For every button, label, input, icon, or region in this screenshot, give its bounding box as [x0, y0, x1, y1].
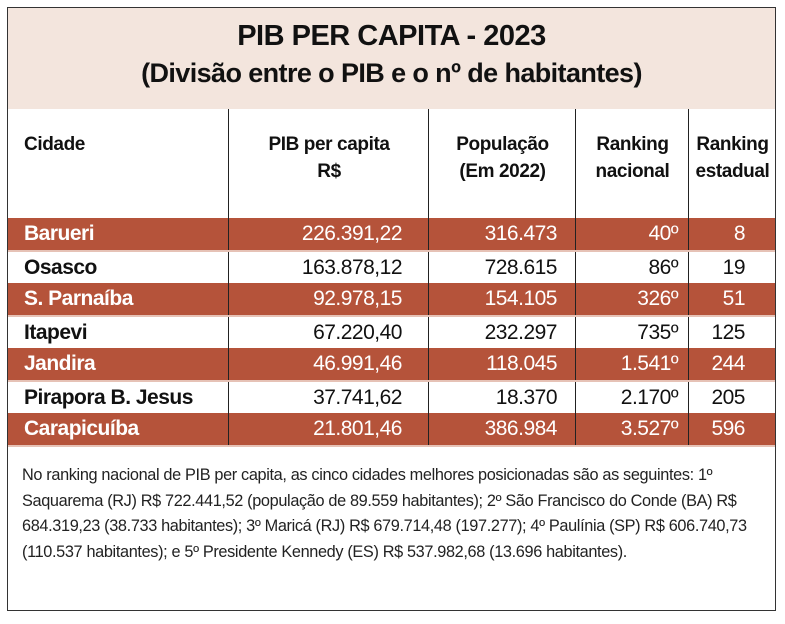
cell-estadual: 125 [688, 315, 775, 348]
pib-table: Cidade PIB per capita R$ População (Em 202… [8, 109, 775, 447]
cell-nacional: 3.527º [575, 413, 689, 447]
cell-populacao: 232.297 [428, 315, 576, 348]
infographic-frame: PIB PER CAPITA - 2023 (Divisão entre o P… [7, 7, 776, 611]
cell-pib: 67.220,40 [228, 315, 429, 348]
table-row: Carapicuíba 21.801,46 386.984 3.527º 596 [8, 413, 775, 447]
cell-populacao: 154.105 [428, 283, 576, 317]
cell-populacao: 386.984 [428, 413, 576, 447]
table-row: Jandira 46.991,46 118.045 1.541º 244 [8, 348, 775, 382]
table-row: Barueri 226.391,22 316.473 40º 8 [8, 218, 775, 252]
cell-cidade: Carapicuíba [8, 413, 229, 447]
cell-pib: 21.801,46 [228, 413, 429, 447]
cell-populacao: 316.473 [428, 218, 576, 252]
table-header-row: Cidade PIB per capita R$ População (Em 202… [8, 109, 775, 218]
table-row: Pirapora B. Jesus 37.741,62 18.370 2.170º 20… [8, 380, 775, 413]
table-row: Osasco 163.878,12 728.615 86º 19 [8, 250, 775, 283]
cell-cidade: Barueri [8, 218, 229, 252]
cell-cidade: Jandira [8, 348, 229, 382]
column-header-pib: PIB per capita R$ [228, 109, 429, 218]
cell-pib: 37.741,62 [228, 380, 429, 413]
cell-cidade: Itapevi [8, 315, 229, 348]
table-row: S. Parnaíba 92.978,15 154.105 326º 51 [8, 283, 775, 317]
cell-cidade: Osasco [8, 250, 229, 283]
cell-nacional: 86º [575, 250, 689, 283]
column-header-populacao: População (Em 2022) [428, 109, 576, 218]
cell-populacao: 728.615 [428, 250, 576, 283]
cell-estadual: 596 [688, 413, 775, 447]
cell-cidade: S. Parnaíba [8, 283, 229, 317]
cell-estadual: 51 [688, 283, 775, 317]
column-header-cidade: Cidade [24, 134, 85, 155]
cell-populacao: 118.045 [428, 348, 576, 382]
column-header-ranking-nacional: Ranking nacional [575, 109, 689, 218]
cell-estadual: 244 [688, 348, 775, 382]
cell-pib: 163.878,12 [228, 250, 429, 283]
cell-nacional: 2.170º [575, 380, 689, 413]
cell-pib: 92.978,15 [228, 283, 429, 317]
cell-estadual: 19 [688, 250, 775, 283]
cell-pib: 46.991,46 [228, 348, 429, 382]
cell-nacional: 40º [575, 218, 689, 252]
column-header-ranking-estadual: Ranking estadual [688, 109, 775, 218]
cell-cidade: Pirapora B. Jesus [8, 380, 229, 413]
cell-estadual: 205 [688, 380, 775, 413]
cell-pib: 226.391,22 [228, 218, 429, 252]
title: PIB PER CAPITA - 2023 [237, 20, 546, 52]
cell-populacao: 18.370 [428, 380, 576, 413]
subtitle: (Divisão entre o PIB e o nº de habitante… [141, 58, 642, 88]
cell-nacional: 1.541º [575, 348, 689, 382]
cell-estadual: 8 [688, 218, 775, 252]
table-row: Itapevi 67.220,40 232.297 735º 125 [8, 315, 775, 348]
cell-nacional: 326º [575, 283, 689, 317]
title-banner: PIB PER CAPITA - 2023 (Divisão entre o P… [8, 8, 775, 109]
cell-nacional: 735º [575, 315, 689, 348]
footnote: No ranking nacional de PIB per capita, a… [22, 466, 747, 561]
